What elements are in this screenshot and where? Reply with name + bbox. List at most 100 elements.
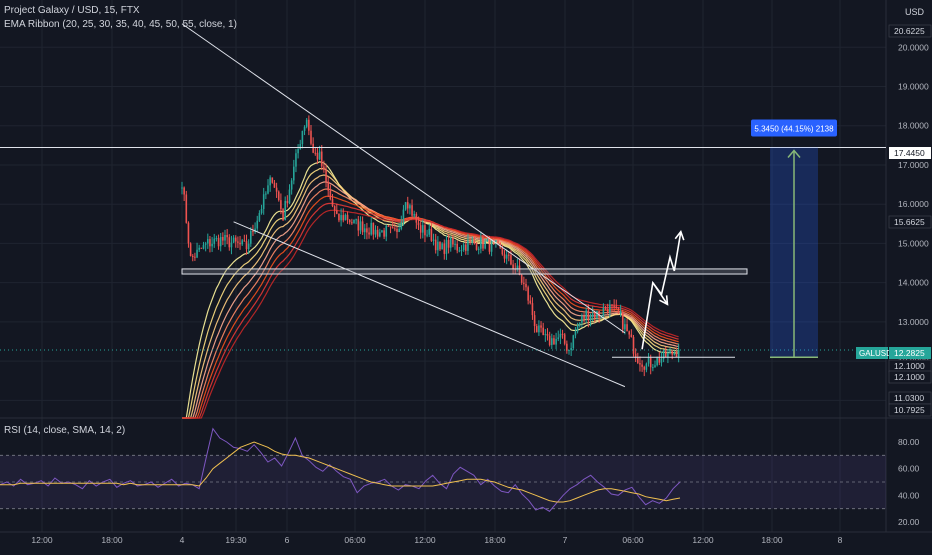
candle-body [551, 338, 553, 345]
ema-ribbon-line [182, 167, 679, 419]
candle-body [361, 221, 364, 233]
candle-body [559, 333, 562, 338]
candle-body [286, 200, 289, 204]
candle-body [658, 357, 661, 363]
candle-body [634, 353, 637, 358]
candle-body [555, 338, 557, 345]
candle-body [587, 310, 590, 321]
candle-body [372, 222, 375, 235]
candle-body [202, 244, 205, 249]
candle-body [578, 322, 581, 325]
candle-body [211, 243, 213, 247]
candle-body [505, 254, 508, 259]
candle-body [503, 254, 506, 259]
time-tick-label: 06:00 [622, 535, 644, 545]
candle-body [445, 239, 448, 254]
candle-body [297, 149, 299, 154]
symbol-badge [856, 347, 888, 359]
candle-body [327, 181, 329, 191]
symbol-label: GALUSD [859, 349, 892, 358]
candle-body [314, 152, 317, 154]
time-tick-label: 06:00 [344, 535, 366, 545]
time-tick-label: 12:00 [692, 535, 714, 545]
candle-body [333, 206, 336, 211]
candle-body [480, 237, 482, 249]
candle-body [277, 191, 280, 201]
candle-body [486, 239, 489, 242]
candle-body [346, 214, 349, 220]
candle-body [196, 249, 198, 258]
candle-body [258, 213, 261, 221]
candle-body [617, 308, 620, 314]
rsi-tick-label: 80.00 [898, 437, 920, 447]
candle-body [671, 350, 673, 355]
candle-body [419, 225, 422, 233]
candle-body [217, 238, 220, 247]
candle-body [299, 144, 302, 150]
candle-body [265, 193, 267, 195]
candle-body [331, 199, 334, 207]
ema-ribbon-line [182, 174, 679, 419]
price-label-bg [888, 370, 932, 384]
candle-body [632, 337, 635, 354]
candle-body [219, 236, 222, 247]
candle-body [185, 194, 188, 223]
candle-body [488, 239, 491, 252]
price-label: 20.6225 [894, 26, 925, 36]
candle-body [475, 243, 478, 250]
candle-body [262, 194, 265, 209]
candle-body [516, 265, 519, 270]
candle-body [660, 358, 663, 363]
price-tick-label: 20.0000 [898, 42, 929, 52]
candle-body [256, 220, 259, 229]
candle-body [677, 350, 680, 358]
candle-body [323, 166, 325, 170]
candle-body [437, 241, 439, 251]
candle-body [458, 250, 461, 252]
time-tick-label: 18:00 [101, 535, 123, 545]
candle-body [518, 265, 521, 275]
price-tick-label: 13.0000 [898, 317, 929, 327]
candle-body [213, 238, 216, 244]
chart-title: Project Galaxy / USD, 15, FTX [4, 5, 140, 16]
candle-body [656, 357, 658, 366]
candle-body [284, 200, 286, 221]
price-label-bg [888, 403, 932, 417]
price-label: 10.7925 [894, 405, 925, 415]
candle-body [260, 208, 263, 214]
candle-body [340, 215, 342, 221]
candle-body [376, 229, 379, 237]
candle-body [570, 348, 572, 351]
candle-body [531, 303, 534, 316]
candle-body [239, 242, 241, 245]
candle-body [318, 151, 321, 160]
candle-body [439, 241, 441, 250]
candle-body [189, 243, 192, 256]
candle-body [591, 313, 594, 317]
price-label: 12.1000 [894, 361, 925, 371]
candle-body [639, 362, 641, 365]
candle-body [267, 185, 269, 194]
candle-body [254, 228, 256, 232]
price-label: 12.1000 [894, 372, 925, 382]
candle-body [308, 119, 310, 131]
rsi-tick-label: 60.00 [898, 464, 920, 474]
candle-body [357, 219, 360, 231]
candle-body [282, 209, 284, 221]
candle-body [596, 310, 598, 319]
candle-body [510, 255, 512, 265]
candle-body [465, 244, 467, 251]
candle-body [181, 187, 183, 189]
candle-body [467, 240, 469, 251]
candle-body [535, 326, 538, 333]
candle-body [394, 228, 396, 230]
support-zone [181, 268, 748, 275]
candle-body [374, 229, 377, 235]
candle-body [649, 357, 652, 368]
candle-body [447, 239, 450, 248]
candle-body [183, 187, 185, 195]
candle-body [482, 237, 484, 249]
last-price-label: 12.2825 [894, 348, 925, 358]
